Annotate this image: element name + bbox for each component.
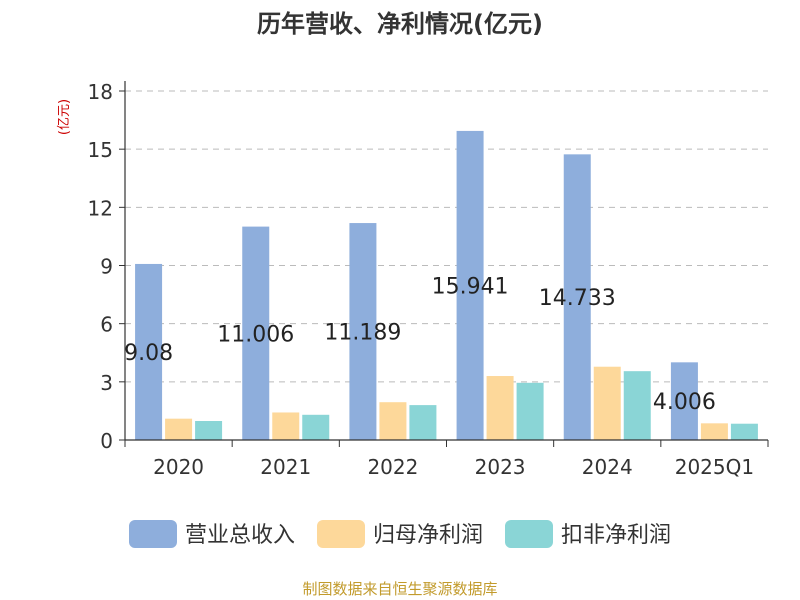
y-tick-label: 6 bbox=[100, 313, 113, 337]
legend-label[interactable]: 归母净利润 bbox=[373, 523, 483, 548]
x-tick-label: 2020 bbox=[153, 455, 204, 479]
y-tick-label: 15 bbox=[88, 138, 113, 162]
bar[interactable] bbox=[242, 226, 270, 440]
data-label: 14.733 bbox=[539, 286, 616, 311]
bar[interactable] bbox=[593, 366, 621, 440]
y-tick-label: 3 bbox=[100, 371, 113, 395]
x-tick-label: 2023 bbox=[475, 455, 526, 479]
legend-swatch[interactable] bbox=[505, 520, 553, 548]
data-label: 9.08 bbox=[124, 341, 173, 366]
bar[interactable] bbox=[349, 223, 377, 440]
bar[interactable] bbox=[272, 412, 300, 440]
x-tick-label: 2024 bbox=[582, 455, 633, 479]
data-label: 15.941 bbox=[432, 274, 509, 299]
bar[interactable] bbox=[379, 402, 407, 440]
bar[interactable] bbox=[563, 154, 591, 440]
y-tick-label: 0 bbox=[100, 429, 113, 453]
bar[interactable] bbox=[409, 405, 437, 440]
x-tick-label: 2022 bbox=[367, 455, 418, 479]
y-tick-label: 12 bbox=[88, 196, 113, 220]
bar[interactable] bbox=[165, 418, 193, 440]
bar[interactable] bbox=[730, 423, 758, 440]
bar[interactable] bbox=[670, 362, 698, 440]
x-tick-label: 2025Q1 bbox=[675, 455, 754, 479]
bar[interactable] bbox=[195, 420, 223, 440]
legend-label[interactable]: 扣非净利润 bbox=[561, 523, 671, 548]
legend[interactable]: 营业总收入 归母净利润 扣非净利润 bbox=[129, 520, 671, 548]
legend-swatch[interactable] bbox=[317, 520, 365, 548]
bar[interactable] bbox=[623, 371, 651, 440]
chart-title: 历年营收、净利情况(亿元) bbox=[257, 10, 543, 38]
y-tick-label: 9 bbox=[100, 255, 113, 279]
bar[interactable] bbox=[135, 263, 163, 440]
y-axis-label: (亿元) bbox=[57, 99, 72, 135]
y-tick-label: 18 bbox=[88, 80, 113, 104]
bar[interactable] bbox=[302, 414, 330, 440]
data-label: 4.006 bbox=[653, 390, 716, 415]
legend-label[interactable]: 营业总收入 bbox=[185, 523, 295, 548]
bar[interactable] bbox=[516, 382, 544, 440]
bar[interactable] bbox=[700, 423, 728, 440]
grid-lines bbox=[125, 90, 768, 383]
legend-swatch[interactable] bbox=[129, 520, 177, 548]
x-tick-label: 2021 bbox=[260, 455, 311, 479]
bar[interactable] bbox=[486, 376, 514, 440]
bar[interactable] bbox=[456, 130, 484, 440]
axes: 0 3 6 9 12 15 18 2020 2021 2022 2023 2024 2025Q1 bbox=[88, 80, 769, 479]
data-labels: 9.08 11.006 11.189 15.941 14.733 4.006 bbox=[124, 274, 716, 415]
data-label: 11.006 bbox=[217, 322, 294, 347]
bars bbox=[135, 130, 758, 440]
data-source-note: 制图数据来自恒生聚源数据库 bbox=[302, 580, 498, 598]
data-label: 11.189 bbox=[324, 321, 401, 346]
